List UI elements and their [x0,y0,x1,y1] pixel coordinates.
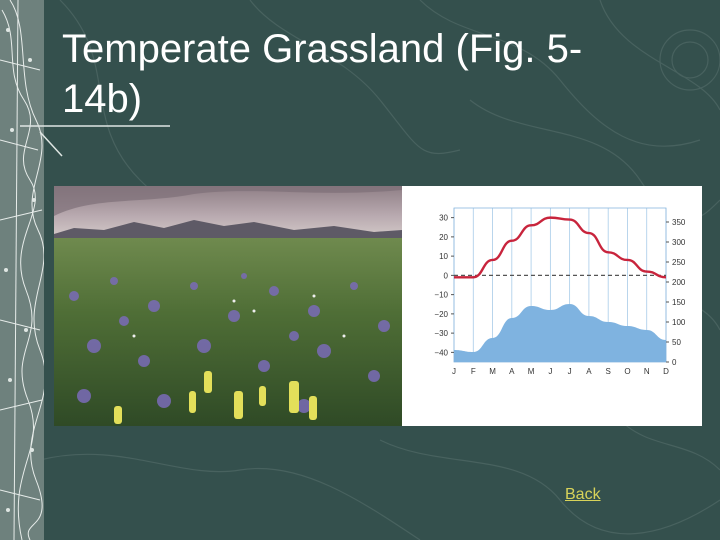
temperature-line [454,216,667,279]
title-underline-decoration [20,125,170,157]
month-label: A [586,367,592,376]
temperature-tick-label: 10 [439,252,448,261]
month-label: N [644,367,650,376]
temperature-tick-label: −40 [434,348,448,357]
precipitation-tick-label: 100 [672,318,686,327]
month-label: O [624,367,630,376]
month-label: S [606,367,611,376]
temperature-tick-label: 30 [439,214,448,223]
month-label: J [568,367,572,376]
precipitation-tick-label: 50 [672,338,681,347]
precipitation-tick-label: 200 [672,278,686,287]
temperature-tick-label: −30 [434,329,448,338]
month-label: M [489,367,496,376]
temperature-axis-ticks: 30 20 10 0 −10 −20 −30 −40 [434,214,454,357]
map-strip-decoration [0,0,44,540]
month-label: D [663,367,669,376]
month-label: M [528,367,535,376]
precipitation-area [454,304,666,362]
temperature-tick-label: 0 [444,271,449,280]
month-label: F [471,367,476,376]
slide-title: Temperate Grassland (Fig. 5-14b) [62,27,583,121]
temperature-tick-label: −10 [434,291,448,300]
month-label: J [548,367,552,376]
back-link[interactable]: Back [565,486,601,503]
precipitation-tick-label: 250 [672,258,686,267]
precipitation-tick-label: 150 [672,298,686,307]
temperature-tick-label: 20 [439,233,448,242]
grassland-photo [54,186,402,426]
temperature-tick-label: −20 [434,310,448,319]
precipitation-tick-label: 0 [672,358,677,367]
precipitation-tick-label: 300 [672,238,686,247]
month-label: J [452,367,456,376]
precipitation-tick-label: 350 [672,218,686,227]
month-label: A [509,367,515,376]
precipitation-axis-ticks: 350 300 250 200 150 100 50 0 [666,218,686,367]
